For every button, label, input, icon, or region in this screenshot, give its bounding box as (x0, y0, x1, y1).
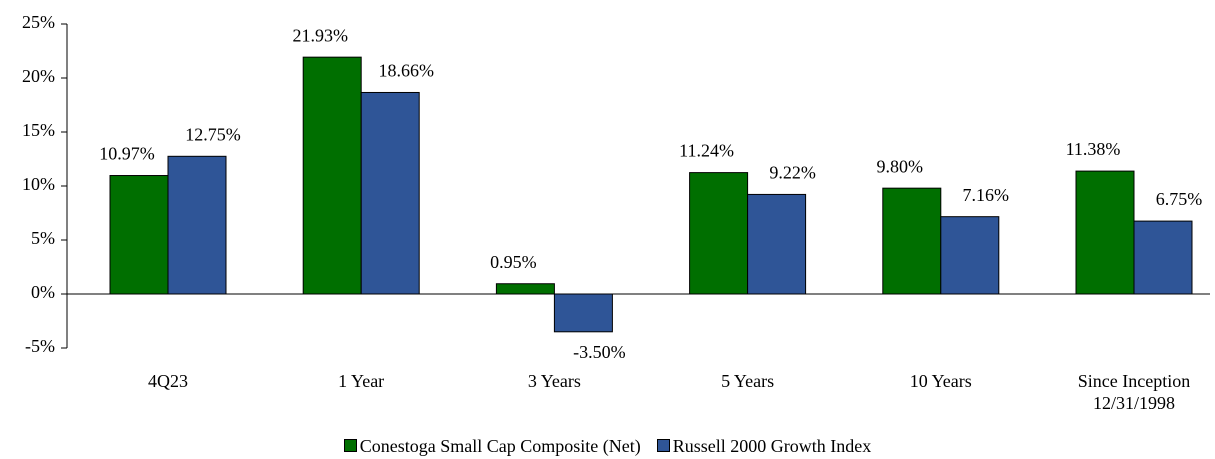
plot: -5% 0% 5% 10% 15% 20% 25% 10.97% 12.75% 21.93% 18.… (22, 12, 1210, 362)
bar (167, 155, 227, 295)
bar (940, 216, 1000, 295)
legend-label: Russell 2000 Growth Index (672, 436, 872, 456)
bar (1133, 220, 1193, 295)
bar (553, 293, 613, 333)
legend-swatch (656, 439, 670, 452)
bar (1075, 170, 1135, 295)
x-tick-label: 4Q23 (148, 371, 188, 391)
data-label: 12.75% (185, 124, 241, 144)
legend-item: Russell 2000 Growth Index (656, 436, 872, 457)
legend-label: Conestoga Small Cap Composite (Net) (359, 436, 641, 456)
y-tick-label: 10% (22, 174, 55, 194)
x-tick-label: 10 Years (909, 371, 972, 391)
bar (689, 172, 749, 295)
bar (882, 187, 942, 295)
legend: Conestoga Small Cap Composite (Net) Russe… (0, 436, 1215, 457)
x-tick-label: Since Inception 12/31/1998 (1077, 371, 1191, 413)
data-label: 6.75% (1156, 189, 1203, 209)
y-tick-label: 5% (31, 228, 55, 248)
data-label: 9.80% (877, 156, 924, 176)
bar (302, 56, 362, 295)
x-tick-label: 3 Years (527, 371, 581, 391)
bar (747, 193, 807, 295)
y-tick-label: 20% (22, 66, 55, 86)
data-label: 18.66% (378, 61, 434, 81)
data-label: 21.93% (292, 25, 348, 45)
data-label: -3.50% (573, 342, 626, 362)
data-label: 0.95% (490, 252, 537, 272)
y-tick-label: 25% (22, 12, 55, 32)
bar (109, 175, 169, 295)
bar (495, 283, 555, 295)
data-label: 7.16% (963, 185, 1010, 205)
data-label: 9.22% (769, 163, 816, 183)
legend-item: Conestoga Small Cap Composite (Net) (343, 436, 641, 457)
bar (360, 91, 420, 295)
y-tick-label: 0% (31, 282, 55, 302)
data-label: 10.97% (99, 144, 155, 164)
data-label: 11.38% (1066, 139, 1121, 159)
data-label: 11.24% (679, 141, 734, 161)
x-tick-label: 5 Years (721, 371, 775, 391)
y-tick-label: 15% (22, 120, 55, 140)
legend-swatch (343, 439, 357, 452)
x-tick-label: 1 Year (338, 371, 385, 391)
y-tick-label: -5% (25, 336, 55, 356)
